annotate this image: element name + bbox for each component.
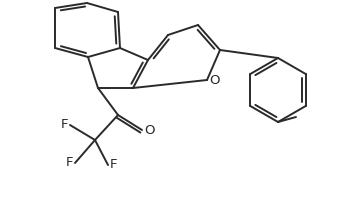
Text: O: O — [209, 73, 219, 87]
Text: F: F — [65, 156, 73, 169]
Text: F: F — [60, 118, 68, 131]
Text: F: F — [110, 159, 118, 171]
Text: O: O — [144, 124, 155, 136]
